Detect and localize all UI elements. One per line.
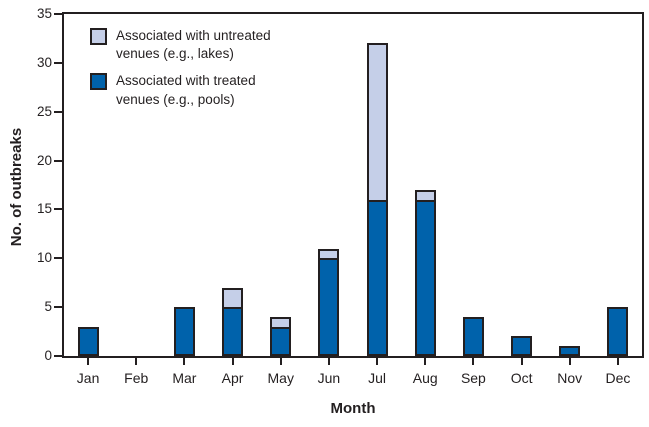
x-tick-mark-apr (231, 358, 234, 365)
x-tick-label-sep: Sep (460, 370, 486, 386)
bar-segment-treated-mar (173, 307, 195, 356)
bar-segment-treated-dec (607, 307, 629, 356)
bar-segment-treated-jul (366, 199, 388, 356)
legend-label-treated-line1: Associated with treated (116, 73, 256, 89)
x-tick-label-aug: Aug (412, 370, 438, 386)
legend-label-treated: Associated with treated venues (e.g., po… (116, 72, 256, 108)
bar-segment-treated-apr (222, 307, 244, 356)
y-axis-label: No. of outbreaks (8, 127, 25, 247)
x-tick-mark-jul (376, 358, 379, 365)
y-tick-mark-20 (54, 159, 62, 162)
legend-label-treated-line2: venues (e.g., pools) (116, 91, 235, 107)
y-tick-label-5: 5 (44, 299, 52, 315)
bar-segment-untreated-jul (366, 43, 388, 202)
bar-segment-treated-oct (511, 336, 533, 356)
y-tick-label-0: 0 (44, 348, 52, 363)
x-axis-label: Month (330, 400, 376, 417)
legend-swatch-treated-icon (90, 73, 107, 91)
y-tick-mark-5 (54, 306, 62, 309)
bar-segment-untreated-apr (222, 287, 244, 310)
plot-area: Associated with untreated venues (e.g., … (62, 12, 644, 358)
bar-segment-treated-nov (559, 346, 581, 356)
y-tick-mark-15 (54, 208, 62, 211)
y-tick-label-20: 20 (36, 152, 52, 168)
x-tick-label-nov: Nov (557, 370, 583, 386)
x-tick-label-feb: Feb (124, 370, 149, 386)
legend-swatch-untreated-icon (90, 28, 107, 45)
y-tick-label-25: 25 (36, 103, 52, 119)
legend-item-treated: Associated with treated venues (e.g., po… (90, 72, 271, 108)
y-tick-mark-25 (54, 110, 62, 113)
x-tick-label-jan: Jan (76, 370, 100, 386)
x-tick-label-dec: Dec (605, 370, 631, 386)
legend-label-untreated-line1: Associated with untreated (116, 28, 271, 43)
y-tick-label-15: 15 (36, 201, 52, 217)
x-tick-label-oct: Oct (510, 370, 533, 386)
bar-segment-treated-sep (462, 316, 484, 356)
bar-segment-treated-jun (318, 258, 340, 356)
y-tick-mark-30 (54, 61, 62, 64)
legend-item-untreated: Associated with untreated venues (e.g., … (90, 27, 271, 63)
x-tick-mark-sep (472, 358, 475, 365)
legend-label-untreated: Associated with untreated venues (e.g., … (116, 27, 271, 63)
x-tick-label-apr: Apr (221, 370, 244, 386)
x-tick-mark-jan (87, 358, 90, 365)
bar-segment-treated-jan (77, 326, 99, 356)
bar-segment-treated-aug (414, 199, 436, 356)
y-tick-mark-35 (54, 13, 62, 15)
x-tick-mark-oct (520, 358, 523, 365)
x-tick-mark-may (279, 358, 282, 365)
x-tick-label-jun: Jun (317, 370, 341, 386)
legend-label-untreated-line2: venues (e.g., lakes) (116, 46, 234, 62)
bar-segment-treated-may (270, 326, 292, 356)
x-tick-label-jul: Jul (368, 370, 387, 386)
x-tick-label-mar: Mar (172, 370, 197, 386)
x-tick-mark-nov (568, 358, 571, 365)
y-tick-label-35: 35 (36, 6, 52, 21)
legend: Associated with untreated venues (e.g., … (90, 27, 271, 118)
y-tick-mark-10 (54, 257, 62, 260)
y-tick-label-10: 10 (36, 250, 52, 266)
x-tick-label-may: May (267, 370, 294, 386)
x-tick-mark-mar (183, 358, 186, 365)
x-tick-mark-jun (327, 358, 330, 365)
x-tick-mark-dec (616, 358, 619, 365)
x-tick-mark-aug (424, 358, 427, 365)
y-tick-mark-0 (54, 355, 62, 357)
y-tick-label-30: 30 (36, 54, 52, 70)
x-tick-mark-feb (135, 358, 138, 365)
